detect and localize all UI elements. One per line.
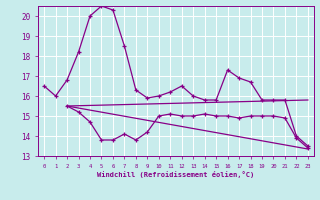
X-axis label: Windchill (Refroidissement éolien,°C): Windchill (Refroidissement éolien,°C): [97, 171, 255, 178]
